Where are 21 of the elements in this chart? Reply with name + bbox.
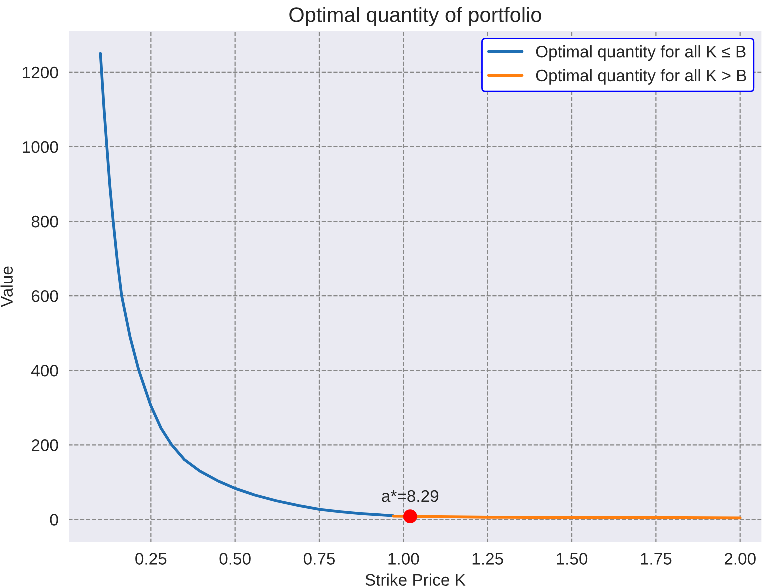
x-tick-label: 2.00	[724, 553, 756, 565]
legend-label: Optimal quantity for all K ≤ B	[536, 46, 746, 62]
legend-label: Optimal quantity for all K > B	[536, 69, 746, 85]
x-tick-label: 0.50	[220, 553, 251, 565]
y-tick-label: 1200	[23, 66, 58, 79]
annotation: a*=8.29	[382, 490, 439, 502]
y-tick-label: 1000	[23, 141, 58, 154]
y-axis-title: Value	[0, 266, 14, 308]
x-axis-title: Strike Price K	[366, 574, 466, 586]
x-tick-label: 1.75	[641, 553, 672, 565]
y-tick-label: 400	[32, 365, 58, 377]
x-tick-label: 1.00	[388, 553, 420, 565]
chart-title: Optimal quantity of portfolio	[290, 7, 542, 27]
y-tick-label: 600	[32, 290, 58, 302]
x-tick-label: 1.25	[472, 553, 504, 565]
y-tick-label: 200	[32, 440, 58, 452]
y-tick-label: 800	[32, 216, 58, 228]
x-tick-label: 1.50	[557, 553, 588, 565]
x-tick-label: 0.25	[136, 553, 167, 565]
x-tick-label: 0.75	[304, 553, 336, 565]
y-tick-label: 0	[50, 514, 58, 526]
